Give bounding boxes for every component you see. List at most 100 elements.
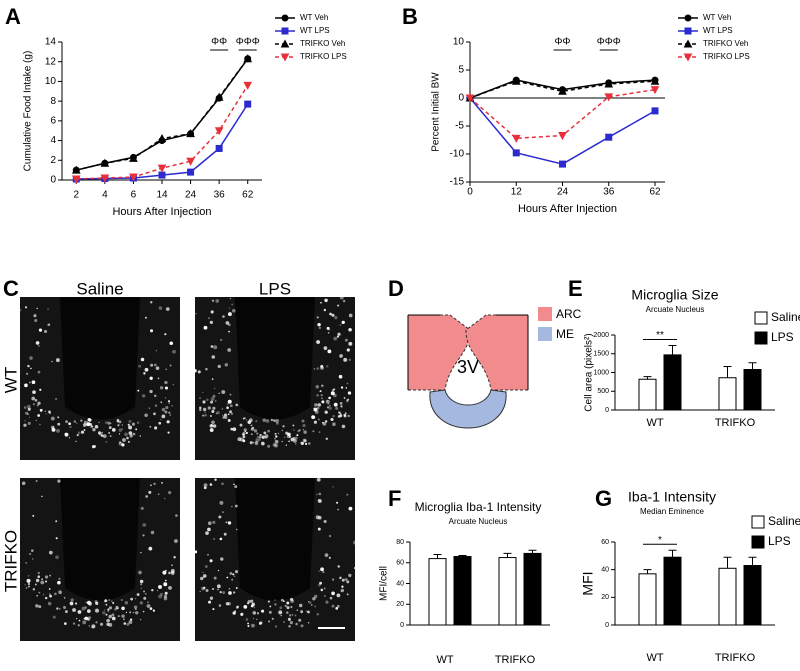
cell-signal	[125, 611, 128, 614]
cell-signal	[92, 445, 96, 448]
cell-signal	[208, 600, 212, 604]
cell-signal	[161, 482, 163, 484]
cell-signal	[348, 573, 352, 578]
cell-signal	[150, 484, 152, 487]
point	[186, 129, 195, 138]
cell-signal	[209, 596, 214, 600]
cell-signal	[140, 506, 144, 510]
cell-signal	[274, 435, 278, 438]
ventricle-label: 3V	[457, 357, 479, 377]
legend-label: TRIFKO Veh	[703, 39, 748, 48]
cell-signal	[69, 425, 72, 429]
point	[71, 175, 81, 184]
cell-signal	[108, 614, 113, 619]
cell-signal	[203, 586, 206, 589]
cell-signal	[326, 399, 329, 403]
cell-signal	[234, 485, 238, 489]
y-tick-label: 40	[396, 580, 404, 587]
cell-signal	[344, 578, 348, 581]
cell-signal	[136, 421, 140, 424]
cell-signal	[324, 553, 329, 557]
cell-signal	[340, 405, 343, 408]
cell-signal	[128, 441, 130, 443]
cell-signal	[109, 435, 112, 438]
panel-letter: C	[3, 276, 19, 301]
cell-signal	[128, 425, 133, 430]
cell-signal	[70, 598, 74, 602]
cell-signal	[164, 591, 168, 595]
cell-signal	[230, 427, 233, 431]
cell-signal	[145, 495, 149, 498]
cell-signal	[332, 486, 334, 488]
cell-signal	[204, 411, 206, 413]
cell-signal	[274, 603, 277, 606]
cell-signal	[45, 580, 48, 583]
cell-signal	[194, 550, 198, 554]
row-label: TRIFKO	[1, 530, 20, 592]
cell-signal	[220, 557, 224, 561]
cell-signal	[47, 323, 51, 327]
cell-signal	[281, 429, 284, 432]
cell-signal	[25, 587, 28, 589]
cell-signal	[312, 597, 316, 601]
cell-signal	[327, 402, 330, 405]
cell-signal	[336, 604, 340, 608]
y-tick-label: -15	[450, 177, 465, 188]
ventricle	[60, 297, 140, 420]
cell-signal	[212, 394, 216, 398]
cell-signal	[77, 624, 80, 627]
cell-signal	[158, 594, 163, 599]
cell-signal	[250, 599, 254, 603]
cell-signal	[219, 500, 224, 505]
cell-signal	[316, 493, 318, 496]
cell-signal	[173, 539, 178, 543]
cell-signal	[228, 591, 232, 595]
cell-signal	[210, 345, 214, 348]
cell-signal	[218, 392, 220, 394]
cell-signal	[83, 429, 86, 431]
cell-signal	[336, 335, 340, 338]
legend-swatch	[751, 535, 765, 549]
cell-signal	[35, 341, 40, 345]
cell-signal	[217, 364, 221, 369]
cell-signal	[49, 593, 51, 595]
cell-signal	[24, 420, 26, 422]
cell-signal	[215, 299, 220, 303]
cell-signal	[307, 610, 310, 614]
cell-signal	[28, 416, 31, 418]
cell-signal	[214, 478, 217, 481]
cell-signal	[242, 431, 246, 436]
y-tick-label: 10	[453, 37, 465, 48]
cell-signal	[210, 310, 214, 314]
cell-signal	[244, 430, 247, 433]
cell-signal	[274, 432, 277, 435]
x-axis-label: Hours After Injection	[518, 203, 617, 215]
cell-signal	[150, 363, 154, 367]
cell-signal	[256, 612, 260, 615]
cell-signal	[63, 606, 67, 610]
cell-signal	[264, 435, 268, 439]
y-tick-label: 1000	[593, 369, 609, 376]
cell-signal	[130, 597, 134, 601]
cell-signal	[282, 425, 285, 428]
cell-signal	[19, 309, 22, 312]
cell-signal	[258, 438, 261, 441]
cell-signal	[118, 420, 122, 423]
bar	[523, 552, 542, 626]
cell-signal	[303, 430, 307, 434]
cell-signal	[88, 601, 92, 606]
cell-signal	[345, 412, 347, 415]
cell-signal	[95, 621, 98, 624]
cell-signal	[229, 297, 232, 300]
series-line	[469, 97, 656, 165]
cell-signal	[140, 583, 143, 586]
cell-signal	[77, 431, 81, 435]
cell-signal	[327, 332, 330, 334]
cell-signal	[37, 575, 41, 579]
column-label: LPS	[259, 279, 291, 298]
cell-signal	[108, 432, 110, 434]
cell-signal	[310, 604, 313, 606]
cell-signal	[47, 308, 49, 311]
cell-signal	[112, 601, 115, 605]
cell-signal	[140, 357, 145, 362]
